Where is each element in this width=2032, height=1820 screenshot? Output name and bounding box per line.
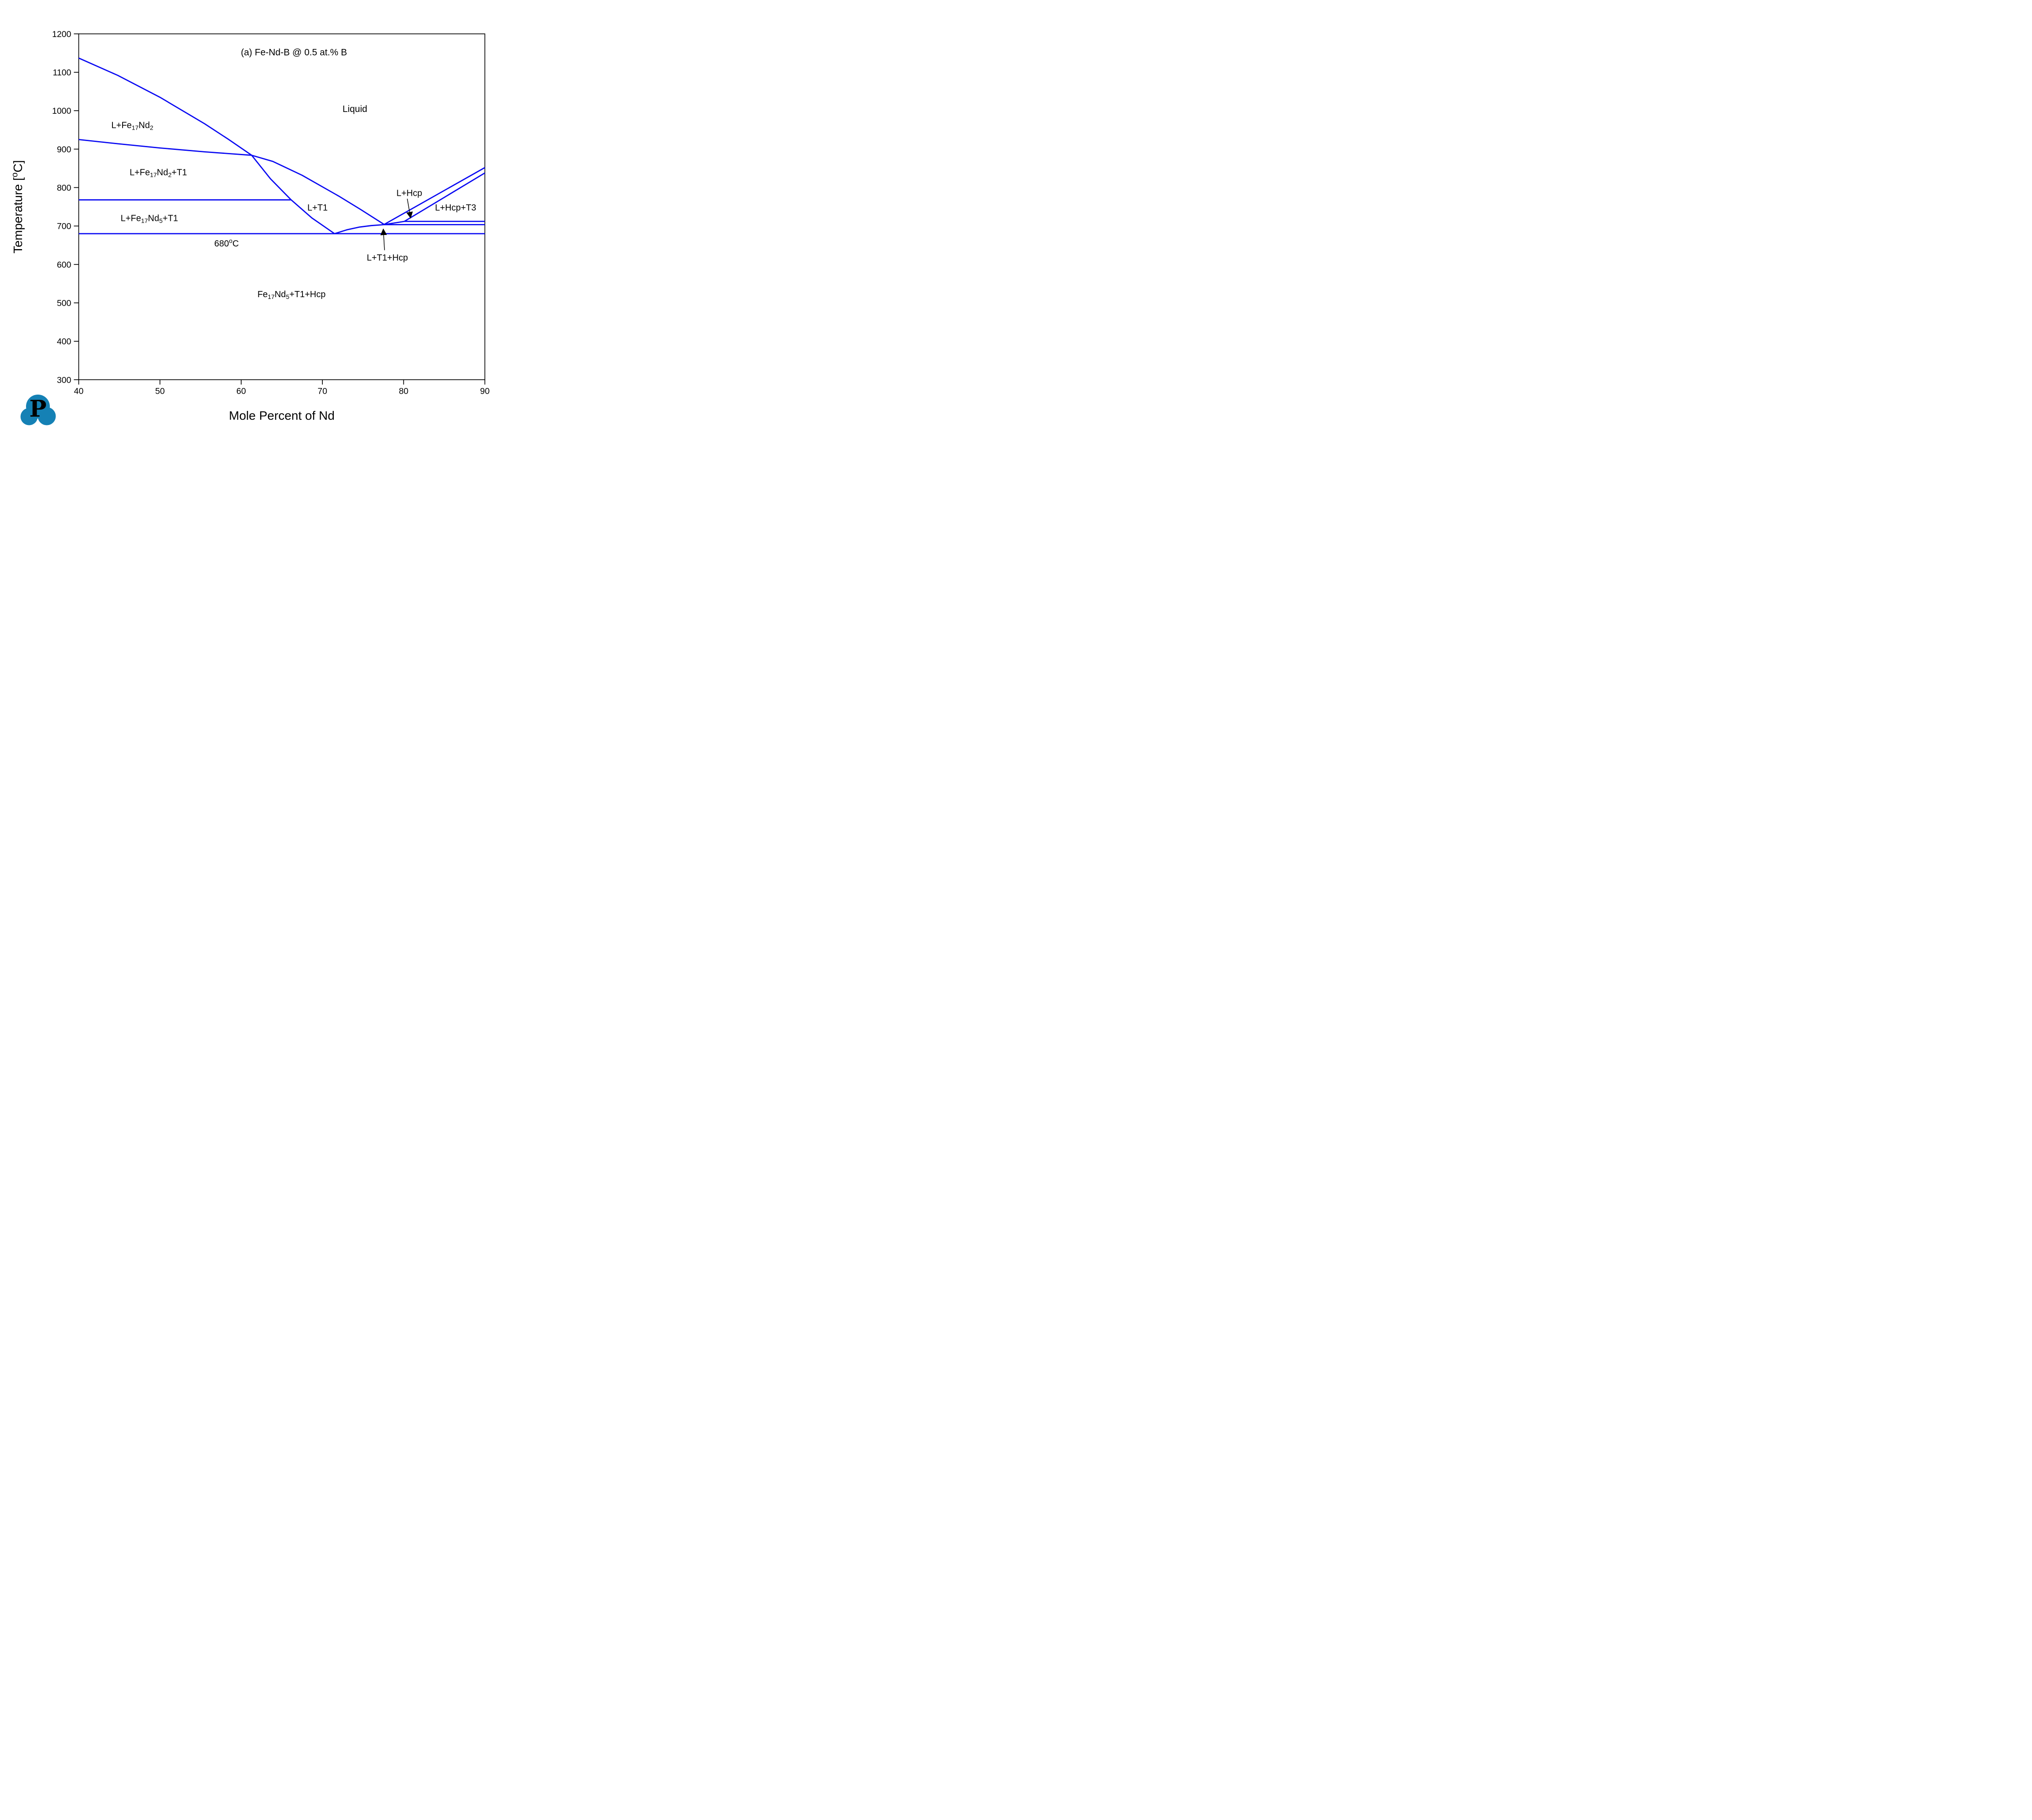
y-tick-label: 700 — [57, 222, 71, 231]
region-fe17nd5-t1-hcp: Fe17Nd5+T1+Hcp — [258, 290, 326, 300]
region-l-t1: L+T1 — [307, 203, 328, 213]
x-axis-title: Mole Percent of Nd — [229, 409, 335, 422]
region-l-hcp: L+Hcp — [396, 189, 422, 198]
boundary-eutectic-to-peritectic-liquidus — [334, 224, 385, 235]
boundary-t1-liquidus-left — [251, 155, 335, 235]
region-l-hcp-t3: L+Hcp+T3 — [435, 203, 476, 213]
boundary-t1-liquidus-right — [251, 154, 385, 225]
x-tick-label: 50 — [155, 386, 165, 396]
y-tick-label: 800 — [57, 183, 71, 193]
region-l-t1-hcp: L+T1+Hcp — [367, 253, 408, 263]
arrow-to-l-hcp-band — [406, 198, 413, 219]
region-labels: Liquid L+Fe17Nd2 L+Fe17Nd2+T1 L+Fe17Nd5+T1 L… — [112, 104, 476, 300]
y-tick-label: 900 — [57, 145, 71, 154]
chart-title: (a) Fe-Nd-B @ 0.5 at.% B — [241, 48, 347, 58]
y-axis-title: Temperature [oC] — [10, 160, 25, 254]
y-tick-label: 600 — [57, 260, 71, 270]
x-tick-label: 60 — [236, 386, 246, 396]
boundary-hcp-liquidus-upper — [384, 167, 486, 225]
region-liquid: Liquid — [343, 104, 367, 114]
isotherm-680-label: 680oC — [214, 237, 239, 249]
region-l-fe17nd5-t1: L+Fe17Nd5+T1 — [121, 213, 178, 224]
region-l-fe17nd2: L+Fe17Nd2 — [112, 120, 153, 131]
publisher-logo: P — [20, 395, 56, 425]
x-tick-label: 70 — [318, 386, 327, 396]
boundary-fe17nd2-phase-boundary — [78, 139, 252, 156]
boundary-liquidus-fe17nd2 — [78, 57, 252, 156]
y-tick-label: 500 — [57, 298, 71, 308]
x-tick-label: 40 — [74, 386, 84, 396]
y-tick-label: 1200 — [52, 30, 71, 39]
logo-center-fill — [29, 407, 47, 417]
y-tick-label: 1000 — [52, 106, 71, 116]
x-tick-label: 80 — [399, 386, 408, 396]
arrow-to-l-t1-hcp-band — [380, 228, 387, 250]
x-tick-label: 90 — [480, 386, 490, 396]
y-tick-label: 400 — [57, 337, 71, 347]
y-tick-label: 1100 — [53, 68, 71, 78]
phase-boundaries — [78, 57, 486, 235]
region-l-fe17nd2-t1: L+Fe17Nd2+T1 — [130, 168, 187, 179]
phase-diagram-svg: 40 50 60 70 80 90 300 400 500 600 700 800 900 1000 110… — [10, 30, 489, 425]
logo-letter: P — [29, 395, 46, 422]
boundary-hcp-liquidus-lower — [404, 172, 486, 222]
y-tick-label: 300 — [57, 375, 71, 385]
axes-frame: 40 50 60 70 80 90 300 400 500 600 700 800 900 1000 110… — [52, 30, 489, 396]
figure: 40 50 60 70 80 90 300 400 500 600 700 800 900 1000 110… — [0, 0, 508, 455]
plot-frame — [78, 33, 486, 380]
